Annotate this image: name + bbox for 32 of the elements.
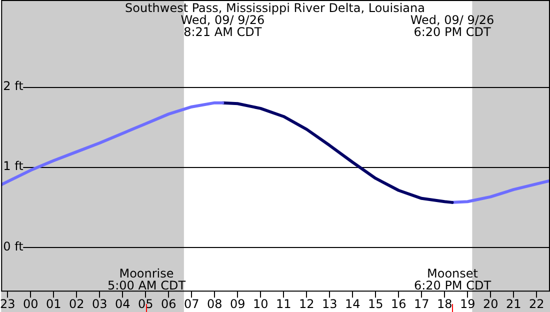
x-tick-label: 12 bbox=[298, 296, 314, 311]
x-tick-label: 02 bbox=[68, 296, 84, 311]
x-tick-label: 18 bbox=[436, 296, 452, 311]
x-tick-label: 20 bbox=[482, 296, 498, 311]
y-tick-label: 2 ft bbox=[3, 78, 24, 93]
x-tick-label: 11 bbox=[276, 296, 292, 311]
x-tick-label: 13 bbox=[322, 296, 338, 311]
x-tick-label: 00 bbox=[22, 296, 38, 311]
x-tick-label: 17 bbox=[414, 296, 430, 311]
y-tick-label: 1 ft bbox=[3, 159, 24, 174]
x-tick-label: 05 bbox=[138, 296, 154, 311]
annotation: Wed, 09/ 9/26 6:20 PM CDT bbox=[410, 13, 494, 39]
x-tick-label: 23 bbox=[0, 296, 16, 311]
x-tick-label: 07 bbox=[184, 296, 200, 311]
x-tick-label: 15 bbox=[368, 296, 384, 311]
x-tick-label: 06 bbox=[160, 296, 176, 311]
x-tick-label: 08 bbox=[206, 296, 222, 311]
ref-line-label: Moonset 6:20 PM CDT bbox=[414, 266, 492, 293]
x-tick-label: 21 bbox=[506, 296, 522, 311]
chart-title: Southwest Pass, Mississippi River Delta, Louisiana bbox=[125, 1, 425, 15]
x-tick-label: 10 bbox=[252, 296, 268, 311]
x-tick-label: 22 bbox=[528, 296, 544, 311]
x-tick-label: 04 bbox=[114, 296, 130, 311]
x-tick-label: 14 bbox=[344, 296, 360, 311]
x-tick-label: 09 bbox=[230, 296, 246, 311]
x-tick-label: 03 bbox=[92, 296, 108, 311]
ref-line-label: Moonrise 5:00 AM CDT bbox=[107, 266, 186, 293]
x-tick-label: 19 bbox=[460, 296, 476, 311]
x-tick-label: 16 bbox=[390, 296, 406, 311]
x-tick-label: 01 bbox=[46, 296, 62, 311]
y-tick-label: 0 ft bbox=[3, 240, 24, 254]
annotation: Wed, 09/ 9/26 8:21 AM CDT bbox=[180, 13, 265, 39]
